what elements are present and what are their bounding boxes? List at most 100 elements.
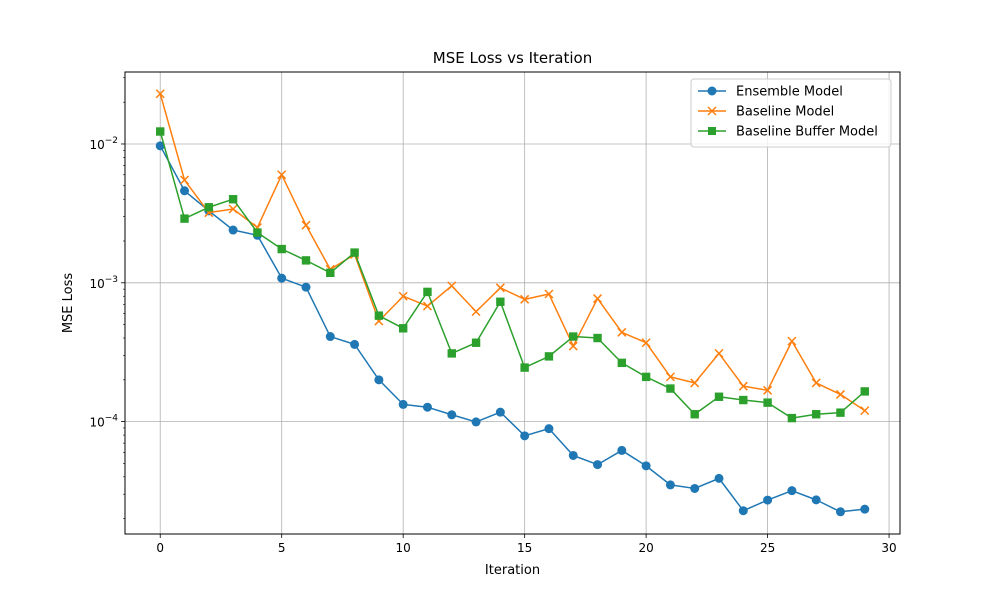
- data-point-square: [811, 410, 821, 419]
- x-axis-label: Iteration: [485, 563, 540, 578]
- data-point-circle: [495, 407, 505, 417]
- data-point-x: [228, 204, 238, 214]
- legend-box: [690, 78, 892, 148]
- x-tick-label: 25: [760, 541, 775, 555]
- data-point-x: [738, 381, 748, 391]
- y-tick-label-base: 10: [89, 416, 104, 430]
- data-point-circle: [787, 486, 797, 496]
- data-point-circle: [593, 460, 603, 470]
- data-point-x: [277, 170, 287, 180]
- x-tick-label: 15: [517, 541, 532, 555]
- data-point-x: [690, 378, 700, 388]
- data-point-square: [520, 363, 529, 372]
- data-point-square: [447, 349, 456, 358]
- data-point-square: [156, 127, 165, 136]
- series-ensemble-model: [155, 141, 870, 517]
- data-point-square: [544, 352, 554, 361]
- data-point-circle: [325, 332, 335, 342]
- data-point-x: [471, 307, 481, 317]
- data-point-square: [301, 256, 311, 265]
- data-point-x: [714, 348, 724, 358]
- data-point-circle: [301, 282, 311, 292]
- data-point-circle: [860, 504, 870, 514]
- series-layer: [155, 89, 870, 517]
- data-point-square: [180, 214, 189, 223]
- data-point-circle: [763, 495, 773, 505]
- y-tick-label-exponent: −3: [105, 275, 118, 285]
- y-axis-label: MSE Loss: [61, 273, 76, 334]
- data-point-circle: [374, 375, 384, 385]
- data-point-x: [860, 406, 870, 416]
- y-tick-label: 10−2: [89, 136, 118, 152]
- data-point-circle: [180, 186, 190, 196]
- x-tick-label: 0: [156, 541, 164, 555]
- data-point-circle: [155, 141, 165, 151]
- data-point-circle: [568, 450, 578, 460]
- data-point-x: [301, 220, 311, 230]
- data-point-x: [155, 89, 165, 99]
- data-point-x: [593, 294, 603, 304]
- data-point-x: [763, 385, 773, 395]
- series-line: [159, 93, 866, 412]
- x-tick-label: 30: [881, 541, 896, 555]
- data-point-circle: [714, 473, 724, 483]
- chart-title: MSE Loss vs Iteration: [433, 49, 592, 67]
- grid-lines: [125, 72, 900, 534]
- data-point-square: [787, 413, 797, 423]
- data-point-x: [787, 336, 797, 346]
- data-point-x: [422, 301, 432, 311]
- legend-marker-x: [707, 106, 717, 116]
- data-point-x: [520, 294, 530, 304]
- data-point-square: [739, 395, 748, 405]
- legend-entry-ensemble: Ensemble Model: [698, 85, 843, 100]
- data-point-square: [423, 287, 432, 297]
- legend-entry-baseline: Baseline Model: [698, 105, 834, 120]
- y-tick-label-base: 10: [89, 138, 104, 152]
- data-point-x: [641, 338, 651, 348]
- data-point-circle: [835, 507, 845, 517]
- data-point-square: [690, 410, 699, 419]
- y-tick-label-exponent: −2: [105, 136, 118, 146]
- data-point-x: [179, 175, 190, 185]
- y-tick-label: 10−3: [89, 275, 118, 291]
- legend-marker-circle: [707, 86, 717, 96]
- y-tick-label-exponent: −4: [105, 414, 119, 424]
- data-point-square: [471, 338, 481, 347]
- data-point-circle: [277, 273, 287, 283]
- data-point-square: [326, 268, 335, 278]
- data-point-circle: [228, 225, 238, 235]
- data-point-square: [860, 387, 869, 396]
- data-point-square: [617, 358, 627, 368]
- y-tick-label: 10−4: [89, 414, 118, 430]
- data-point-square: [666, 384, 675, 393]
- data-point-circle: [398, 399, 408, 409]
- data-point-x: [447, 281, 457, 291]
- data-point-x: [495, 283, 505, 293]
- data-point-circle: [544, 424, 554, 434]
- series-baseline-model: [155, 89, 870, 416]
- data-point-circle: [738, 506, 748, 516]
- data-point-square: [763, 398, 772, 407]
- legend: Ensemble Model Baseline Model Baseline B…: [690, 78, 892, 148]
- legend-label-baseline: Baseline Model: [736, 105, 834, 120]
- legend-entry-buffer: Baseline Buffer Model: [698, 125, 878, 140]
- data-point-square: [496, 297, 505, 306]
- data-point-circle: [690, 483, 700, 493]
- data-point-x: [665, 372, 675, 382]
- legend-label-buffer: Baseline Buffer Model: [736, 125, 878, 140]
- data-point-x: [835, 389, 846, 399]
- x-tick-label: 20: [638, 541, 653, 555]
- data-point-square: [204, 203, 214, 212]
- data-point-circle: [447, 410, 457, 420]
- data-point-square: [398, 324, 408, 333]
- data-point-x: [811, 378, 821, 388]
- data-point-square: [253, 228, 262, 237]
- data-point-square: [569, 332, 578, 341]
- legend-label-ensemble: Ensemble Model: [736, 85, 843, 100]
- data-point-circle: [350, 339, 360, 349]
- data-point-square: [593, 333, 602, 343]
- x-tick-label: 10: [396, 541, 411, 555]
- plot-frame: [124, 71, 901, 535]
